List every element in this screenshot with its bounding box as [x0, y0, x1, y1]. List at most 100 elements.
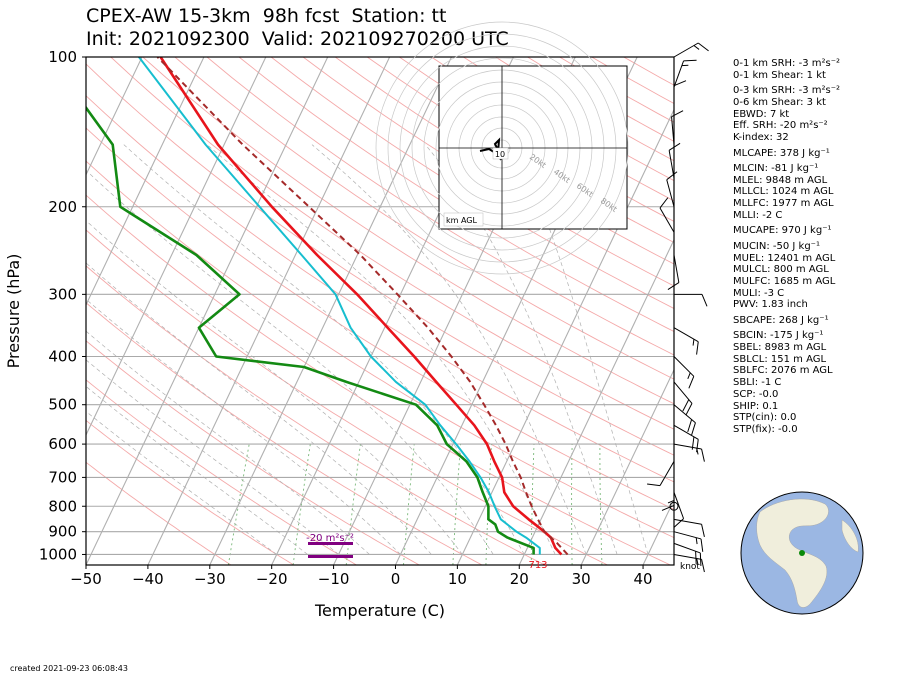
x-axis-label: Temperature (C)	[314, 601, 445, 620]
isotherm-gridline	[86, 57, 329, 565]
index-line: MLCAPE: 378 J kg⁻¹	[733, 147, 830, 159]
created-timestamp: created 2021-09-23 06:08:43	[10, 664, 128, 673]
dry-adiabat	[86, 461, 232, 565]
index-line: MUCAPE: 970 J kg⁻¹	[733, 225, 832, 237]
index-line: SCP: -0.0	[733, 388, 779, 400]
isotherm-gridline	[580, 368, 674, 565]
y-tick-label: 900	[48, 523, 77, 541]
x-tick-label: 20	[510, 570, 529, 588]
x-tick-label: −50	[70, 570, 102, 588]
wind-barb	[673, 553, 705, 573]
x-tick-label: 0	[391, 570, 401, 588]
dry-adiabat	[334, 57, 674, 265]
moist-adiabat	[123, 144, 525, 555]
index-line: MLLFC: 1977 m AGL	[733, 198, 834, 210]
series-lines	[86, 57, 569, 556]
wind-barb	[671, 110, 684, 145]
srh-bar-top	[308, 542, 353, 545]
dry-adiabat	[142, 57, 674, 405]
moist-adiabat	[425, 144, 618, 555]
x-tick-label: 30	[572, 570, 591, 588]
dry-adiabat	[86, 160, 674, 539]
index-line: STP(fix): -0.0	[733, 423, 798, 435]
index-line: MLEL: 9848 m AGL	[733, 174, 828, 186]
dry-adiabat	[110, 57, 674, 430]
moist-adiabat	[86, 298, 401, 555]
dry-adiabat	[86, 63, 674, 456]
station-marker	[799, 550, 805, 556]
wind-barb	[673, 518, 705, 538]
chart-title-line1: CPEX-AW 15-3km 98h fcst Station: tt	[86, 5, 447, 27]
index-line: SBLFC: 2076 m AGL	[733, 365, 833, 377]
wind-barb	[673, 59, 697, 88]
mixing-ratio-line	[452, 444, 462, 565]
mixing-ratio-line	[227, 444, 250, 565]
x-tick-label: −40	[132, 570, 164, 588]
index-line: SBLI: -1 C	[733, 377, 782, 389]
x-tick-label: 40	[634, 570, 653, 588]
dry-adiabat	[86, 229, 608, 565]
wind-barb	[659, 197, 675, 233]
moist-adiabat	[86, 262, 432, 555]
wind-barb	[673, 404, 696, 436]
isotherm-gridline	[518, 238, 674, 565]
index-line: STP(cin): 0.0	[733, 412, 797, 424]
hodo-center-label: 10	[495, 150, 505, 159]
isotherm-gridline	[86, 57, 143, 177]
index-line: MULI: -3 C	[733, 287, 785, 299]
hodo-agl-label: km AGL	[446, 216, 478, 225]
index-line: 0-6 km Shear: 3 kt	[733, 96, 826, 108]
srh-bar-bottom	[308, 555, 353, 558]
moist-adiabat	[86, 220, 463, 555]
mixing-ratio-line	[530, 444, 535, 565]
wind-barb	[667, 254, 680, 290]
index-line: SBCIN: -175 J kg⁻¹	[733, 330, 824, 342]
index-line: SHIP: 0.1	[733, 400, 779, 412]
surface-temp-label: 713	[528, 560, 547, 571]
mixing-ratio-line	[599, 444, 603, 565]
x-tick-label: −20	[256, 570, 288, 588]
moist-adiabat	[86, 169, 494, 555]
wind-barb	[673, 381, 693, 416]
index-line: MLCIN: -81 J kg⁻¹	[733, 163, 819, 174]
wind-barb	[673, 356, 695, 389]
isotherm-gridline	[456, 108, 674, 565]
wetbulb-line	[138, 57, 541, 555]
index-line: Eff. SRH: -20 m²s⁻²	[733, 120, 828, 132]
y-tick-label: 1000	[39, 545, 77, 563]
isotherm-gridline	[147, 57, 391, 565]
dewpoint-line	[86, 105, 535, 555]
x-tick-label: 10	[448, 570, 467, 588]
index-line: SBEL: 8983 m AGL	[733, 342, 827, 353]
isotherm-gridline	[86, 57, 205, 307]
dry-adiabat	[86, 302, 483, 565]
moist-adiabat	[86, 330, 370, 555]
wind-barb	[673, 424, 699, 453]
wind-barb	[673, 492, 685, 528]
mixing-ratio-line	[345, 444, 361, 565]
wind-barb	[673, 80, 687, 114]
isotherm-gridline	[209, 57, 453, 565]
hodograph-inset: 20kt 40kt 60kt 80kt 10 km AGL	[375, 21, 629, 275]
wind-barb	[647, 461, 675, 487]
index-line: MLLI: -2 C	[733, 209, 783, 221]
wind-barb	[661, 477, 675, 511]
moist-adiabat	[86, 359, 339, 555]
wind-barb	[666, 171, 678, 207]
index-line: MULFC: 1685 m AGL	[733, 275, 836, 287]
dry-adiabat	[270, 57, 674, 310]
dry-adiabat	[86, 419, 294, 565]
wind-barb	[673, 542, 702, 566]
y-tick-label: 100	[48, 48, 77, 66]
wind-barb	[674, 293, 708, 307]
x-tick-label: −10	[318, 570, 350, 588]
wind-unit-label: knot	[680, 562, 700, 572]
index-line: K-index: 32	[733, 132, 789, 143]
moist-adiabat	[86, 385, 308, 555]
y-tick-label: 300	[48, 285, 77, 303]
y-tick-label: 200	[48, 198, 77, 216]
index-line: SBLCL: 151 m AGL	[733, 353, 827, 365]
wind-barb	[668, 142, 681, 178]
dry-adiabat	[238, 57, 674, 332]
